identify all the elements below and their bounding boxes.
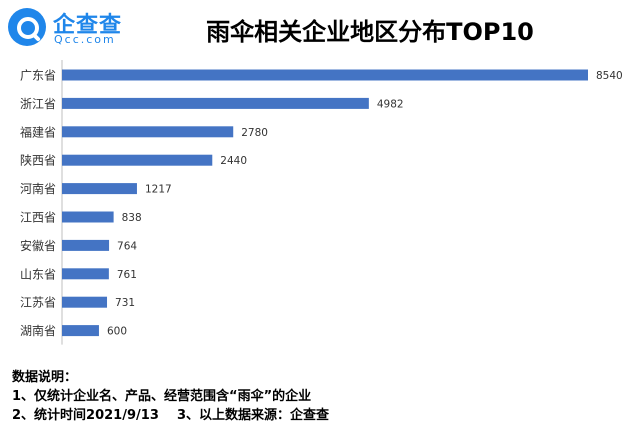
bar: [62, 126, 234, 138]
data-label: 2780: [241, 127, 268, 139]
bar: [62, 268, 109, 280]
bar: [62, 69, 588, 81]
bar: [62, 211, 114, 223]
data-label: 731: [115, 297, 135, 309]
logo-name: 企查查: [53, 13, 123, 38]
qcc-logo: 企查查 Qcc.com: [8, 6, 158, 50]
category-label: 江西省: [20, 211, 56, 225]
category-label: 广东省: [20, 69, 56, 83]
data-notes: 数据说明： 1、仅统计企业名、产品、经营范围含“雨伞”的企业 2、统计时间202…: [12, 368, 329, 425]
bar-chart: 广东省 8540 浙江省 4982 福建省 2780 陕西省 2440 河南省 1217 江西省 83…: [20, 60, 623, 345]
notes-line-2: 2、统计时间2021/9/13 3、以上数据来源：企查查: [12, 408, 330, 423]
data-label: 761: [117, 269, 137, 281]
data-label: 8540: [596, 70, 623, 82]
category-label: 河南省: [20, 181, 56, 196]
bar: [62, 183, 137, 195]
category-label: 福建省: [20, 124, 56, 139]
data-label: 1217: [145, 184, 172, 196]
data-label: 838: [122, 212, 142, 224]
category-label: 安徽省: [20, 238, 56, 253]
category-label: 山东省: [20, 267, 56, 281]
data-label: 600: [107, 326, 127, 338]
chart-title: 雨伞相关企业地区分布TOP10: [206, 18, 534, 46]
bar: [62, 97, 369, 109]
bar: [62, 296, 108, 308]
notes-line-1: 1、仅统计企业名、产品、经营范围含“雨伞”的企业: [12, 389, 312, 404]
category-label: 浙江省: [20, 97, 56, 111]
category-label: 江苏省: [20, 296, 56, 310]
data-label: 4982: [377, 98, 404, 110]
data-label: 764: [117, 240, 137, 252]
bar: [62, 154, 213, 166]
magnifier-logo-icon: [8, 8, 46, 46]
notes-heading: 数据说明：: [12, 370, 78, 385]
category-label: 湖南省: [20, 323, 56, 338]
bar: [62, 325, 99, 337]
data-label: 2440: [220, 155, 247, 167]
category-label: 陕西省: [20, 153, 56, 168]
bar: [62, 239, 110, 251]
logo-domain: Qcc.com: [54, 33, 116, 46]
